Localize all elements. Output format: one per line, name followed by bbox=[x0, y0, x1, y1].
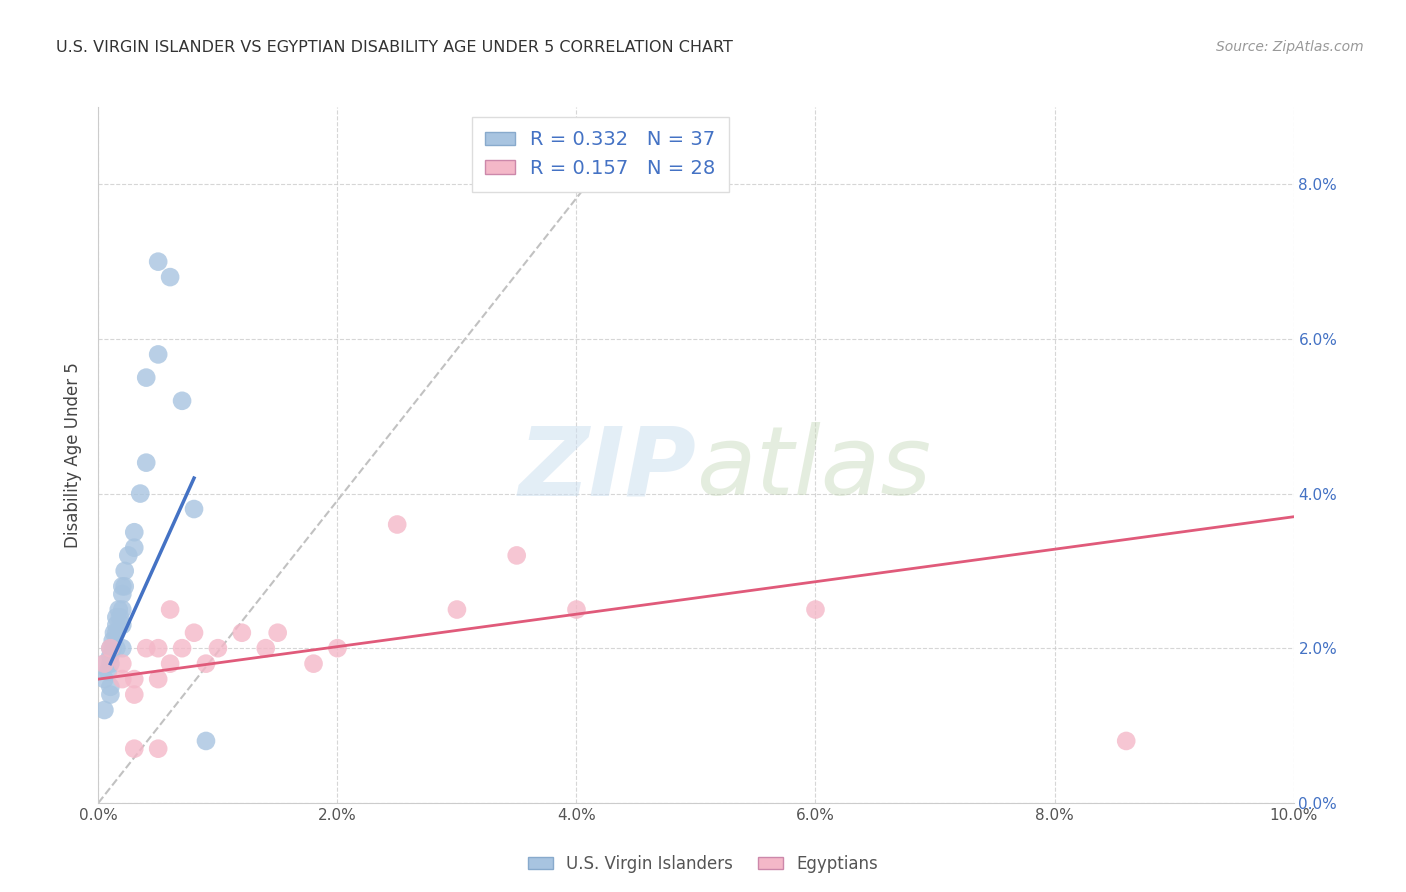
Point bbox=[148, 347, 170, 361]
Point bbox=[124, 688, 146, 702]
Point bbox=[159, 270, 181, 285]
Point bbox=[117, 549, 139, 563]
Point bbox=[231, 625, 253, 640]
Point bbox=[111, 579, 134, 593]
Point bbox=[105, 641, 128, 656]
Point bbox=[98, 641, 122, 656]
Point bbox=[326, 641, 349, 656]
Point bbox=[111, 587, 134, 601]
Point bbox=[385, 517, 409, 532]
Point bbox=[103, 625, 125, 640]
Point bbox=[124, 672, 146, 686]
Point bbox=[135, 370, 157, 384]
Point bbox=[254, 641, 277, 656]
Point bbox=[111, 602, 134, 616]
Point bbox=[97, 665, 120, 679]
Point bbox=[183, 625, 205, 640]
Point bbox=[124, 525, 146, 540]
Point bbox=[111, 657, 134, 671]
Point bbox=[148, 641, 170, 656]
Point bbox=[98, 680, 122, 694]
Point bbox=[172, 393, 194, 408]
Point bbox=[111, 618, 134, 632]
Point bbox=[195, 734, 218, 748]
Point bbox=[105, 625, 128, 640]
Point bbox=[108, 610, 131, 624]
Point bbox=[172, 641, 194, 656]
Point bbox=[159, 657, 181, 671]
Legend: R = 0.332   N = 37, R = 0.157   N = 28: R = 0.332 N = 37, R = 0.157 N = 28 bbox=[472, 117, 728, 192]
Point bbox=[107, 602, 129, 616]
Point bbox=[93, 657, 115, 671]
Point bbox=[111, 641, 134, 656]
Point bbox=[98, 657, 122, 671]
Point bbox=[93, 657, 115, 671]
Point bbox=[129, 486, 152, 500]
Point bbox=[267, 625, 290, 640]
Point bbox=[114, 564, 136, 578]
Point bbox=[565, 602, 588, 616]
Point bbox=[135, 641, 157, 656]
Text: ZIP: ZIP bbox=[517, 422, 696, 516]
Point bbox=[183, 502, 205, 516]
Point bbox=[111, 672, 134, 686]
Point bbox=[302, 657, 325, 671]
Text: Source: ZipAtlas.com: Source: ZipAtlas.com bbox=[1216, 40, 1364, 54]
Point bbox=[93, 703, 115, 717]
Point bbox=[1115, 734, 1137, 748]
Point bbox=[195, 657, 218, 671]
Point bbox=[98, 648, 122, 663]
Point bbox=[159, 602, 181, 616]
Point bbox=[101, 633, 124, 648]
Point bbox=[98, 641, 122, 656]
Text: atlas: atlas bbox=[696, 422, 931, 516]
Point bbox=[148, 672, 170, 686]
Point bbox=[124, 541, 146, 555]
Point bbox=[105, 618, 128, 632]
Legend: U.S. Virgin Islanders, Egyptians: U.S. Virgin Islanders, Egyptians bbox=[522, 848, 884, 880]
Point bbox=[98, 688, 122, 702]
Point bbox=[101, 641, 124, 656]
Point bbox=[804, 602, 827, 616]
Y-axis label: Disability Age Under 5: Disability Age Under 5 bbox=[65, 362, 83, 548]
Point bbox=[114, 579, 136, 593]
Point bbox=[105, 610, 128, 624]
Point bbox=[124, 741, 146, 756]
Point bbox=[506, 549, 529, 563]
Text: U.S. VIRGIN ISLANDER VS EGYPTIAN DISABILITY AGE UNDER 5 CORRELATION CHART: U.S. VIRGIN ISLANDER VS EGYPTIAN DISABIL… bbox=[56, 40, 733, 55]
Point bbox=[446, 602, 468, 616]
Point bbox=[148, 741, 170, 756]
Point bbox=[93, 672, 115, 686]
Point bbox=[135, 456, 157, 470]
Point bbox=[207, 641, 229, 656]
Point bbox=[148, 254, 170, 268]
